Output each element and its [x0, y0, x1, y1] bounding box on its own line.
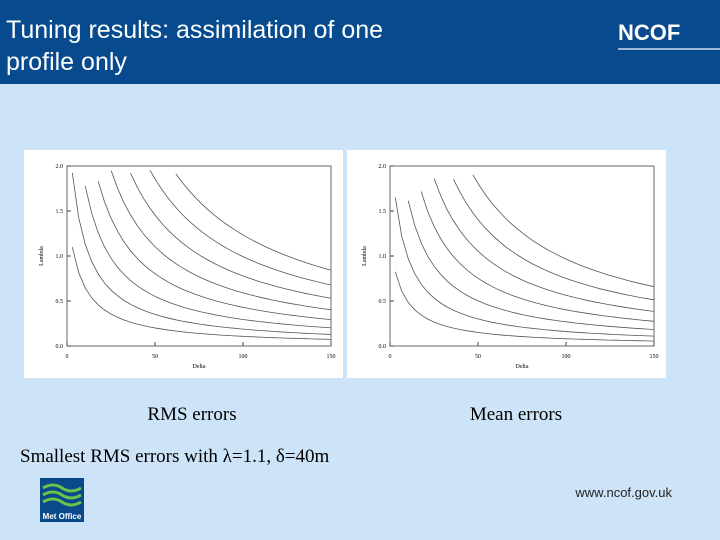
y-tick-label: 0.0 [56, 344, 64, 350]
y-tick-label: 1.0 [379, 254, 387, 260]
y-tick-label: 1.0 [56, 254, 64, 260]
x-axis-label: Delta [516, 364, 529, 370]
contour-line [71, 247, 332, 340]
plot-panel [24, 150, 343, 378]
contour-line [472, 174, 655, 288]
x-tick-label: 100 [239, 354, 248, 360]
y-axis-label: Lambda [362, 246, 368, 266]
ncof-logo: NCOF [618, 20, 680, 45]
slide-title: Tuning results: assimilation of one profi… [6, 16, 383, 76]
x-tick-label: 100 [562, 354, 571, 360]
plot-panel [347, 150, 666, 378]
contour-line [110, 170, 332, 311]
x-tick-label: 50 [475, 354, 481, 360]
x-tick-label: 50 [152, 354, 158, 360]
contour-line [420, 191, 655, 322]
x-tick-label: 0 [389, 354, 392, 360]
x-tick-label: 150 [327, 354, 336, 360]
y-tick-label: 0.0 [379, 344, 387, 350]
contour-line [175, 173, 332, 271]
x-tick-label: 150 [650, 354, 659, 360]
y-tick-label: 2.0 [379, 164, 387, 170]
met-office-text: Met Office [43, 512, 82, 521]
summary: Smallest RMS errors with λ=1.1, δ=40m [20, 446, 330, 467]
contour-line [394, 197, 655, 337]
contour-line [149, 169, 332, 286]
contour-plot: 0 50 100 150 0.0 0.5 1.0 1.5 2.0 Delta Lambda [24, 150, 343, 378]
x-axis-label: Delta [193, 364, 206, 370]
contour-line [394, 271, 655, 342]
y-axis-label: Lambda [39, 246, 45, 266]
y-tick-label: 2.0 [56, 164, 64, 170]
contour-line [433, 178, 655, 312]
caption: RMS errors [147, 404, 236, 425]
contour-line [407, 200, 655, 330]
met-office-logo: Met Office [40, 478, 84, 522]
caption: Mean errors [470, 404, 562, 425]
contour-line [71, 172, 332, 335]
header-band [0, 0, 720, 84]
contour-line [453, 179, 655, 301]
y-tick-label: 1.5 [379, 209, 387, 215]
contour-line [84, 185, 332, 329]
y-tick-label: 0.5 [56, 299, 64, 305]
contour-plot: 0 50 100 150 0.0 0.5 1.0 1.5 2.0 Delta Lambda [347, 150, 666, 378]
plots: 0 50 100 150 0.0 0.5 1.0 1.5 2.0 Delta Lambda 0 50 10… [24, 150, 666, 378]
y-tick-label: 1.5 [56, 209, 64, 215]
contour-line [130, 173, 332, 299]
y-tick-label: 0.5 [379, 299, 387, 305]
contour-line [97, 181, 332, 320]
x-tick-label: 0 [66, 354, 69, 360]
footer-url: www.ncof.gov.uk [574, 485, 672, 500]
